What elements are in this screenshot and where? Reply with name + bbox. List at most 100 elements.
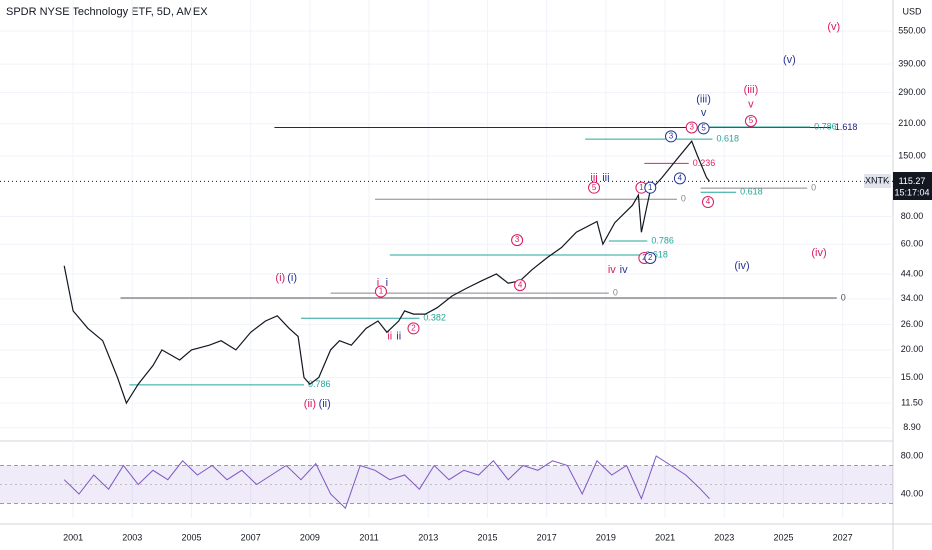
currency: USD [902,6,922,16]
wave-circle [374,285,387,298]
wave-label: 3 [690,123,695,132]
wave-label: (v) [827,21,840,33]
x-tick-label: 2003 [122,532,142,542]
wave-label: v [701,107,707,119]
wave-circle [407,322,420,335]
rsi-line [63,455,710,510]
symbol-tag [864,174,891,188]
wave-label: 5 [701,124,706,133]
x-tick-label: 2019 [596,532,616,542]
x-tick-label: 2013 [418,532,438,542]
price-tag [893,172,932,200]
wave-label: (iv) [811,247,826,259]
wave-label: (ii) [319,398,331,410]
wave-circle [673,172,686,185]
fib-label: 0.618 [716,133,739,143]
wave-label: 4 [678,173,683,182]
y-tick-label: 8.90 [903,422,921,432]
wave-label: (v) [783,54,796,66]
wave-circle [685,121,698,134]
wave-circle [588,181,601,194]
x-tick-label: 2021 [655,532,675,542]
wave-label: iii [590,172,597,184]
symbol: XNTK [865,175,889,185]
x-tick-label: 2027 [833,532,853,542]
x-tick-label: 2011 [359,532,378,542]
rsi-tick-label: 40.00 [901,488,924,498]
y-tick-label: 80.00 [901,211,924,221]
y-tick-label: 390.00 [898,59,926,69]
wave-label: 3 [669,132,674,141]
chart-title: SPDR NYSE Technology ETF, 5D, AMEX [6,6,208,18]
y-tick-label: 34.00 [901,293,924,303]
y-tick-label: 11.50 [901,397,923,407]
wave-label: i [386,277,388,289]
fib-label: 0.382 [423,313,446,323]
y-tick-label: 15.00 [901,372,924,382]
y-tick-label: 26.00 [901,319,924,329]
fib-label: 0 [841,292,846,302]
wave-label: (iv) [734,260,749,272]
wave-label: 1 [639,183,644,192]
fib-label: 0.786 [814,121,837,131]
fib-label: 0.786 [651,235,674,245]
wave-circle [702,196,715,209]
wave-label: iv [608,264,616,276]
wave-label: ii [387,330,392,342]
wave-circle [697,122,710,135]
wave-label: 1 [379,287,384,296]
wave-circle [644,251,657,264]
y-tick-label: 150.00 [898,150,926,160]
wave-label: 3 [515,235,520,244]
wave-label: i [377,277,379,289]
wave-label: ii [396,330,401,342]
x-tick-label: 2025 [773,532,793,542]
fib-label: 0.618 [740,187,763,197]
wave-label: 2 [411,324,416,333]
x-tick-label: 2015 [477,532,497,542]
wave-label: (ii) [304,398,316,410]
fib-label: 1.618 [835,122,858,132]
wave-label: v [748,99,754,111]
rsi-tick-label: 80.00 [901,450,924,460]
wave-label: 4 [706,197,711,206]
y-tick-label: 210.00 [898,118,926,128]
y-tick-label: 20.00 [901,344,924,354]
y-tick-label: 550.00 [898,25,926,35]
x-tick-label: 2007 [241,532,261,542]
price-line [63,140,710,405]
last-price-label: 115.27 [899,176,926,186]
x-tick-label: 2005 [181,532,201,542]
x-tick-label: 2017 [537,532,557,542]
wave-label: 5 [749,116,754,125]
wave-label: (iii) [744,84,759,96]
y-tick-label: 60.00 [901,239,924,249]
fib-label: 0.786 [308,379,331,389]
wave-label: iii [602,172,609,184]
wave-label: (iii) [696,93,711,105]
wave-circle [511,234,524,247]
wave-circle [644,181,657,194]
fib-label: 0 [681,194,686,204]
y-tick-label: 44.00 [901,268,924,278]
wave-label: 4 [518,280,523,289]
wave-label: 5 [592,183,597,192]
wave-label: iv [620,264,628,276]
wave-label: (i) [275,272,285,284]
fib-label: 0 [613,287,618,297]
fib-label: 0 [811,182,816,192]
x-tick-label: 2001 [63,532,83,542]
y-tick-label: 290.00 [898,87,926,97]
wave-circle [514,279,527,292]
x-tick-label: 2023 [714,532,734,542]
fib-label: 0.236 [693,158,716,168]
wave-circle [665,130,678,143]
wave-label: 1 [648,183,653,192]
countdown: 15:17:04 [894,187,929,197]
wave-label: (i) [287,272,297,284]
wave-label: 2 [648,253,653,262]
wave-circle [744,115,757,128]
